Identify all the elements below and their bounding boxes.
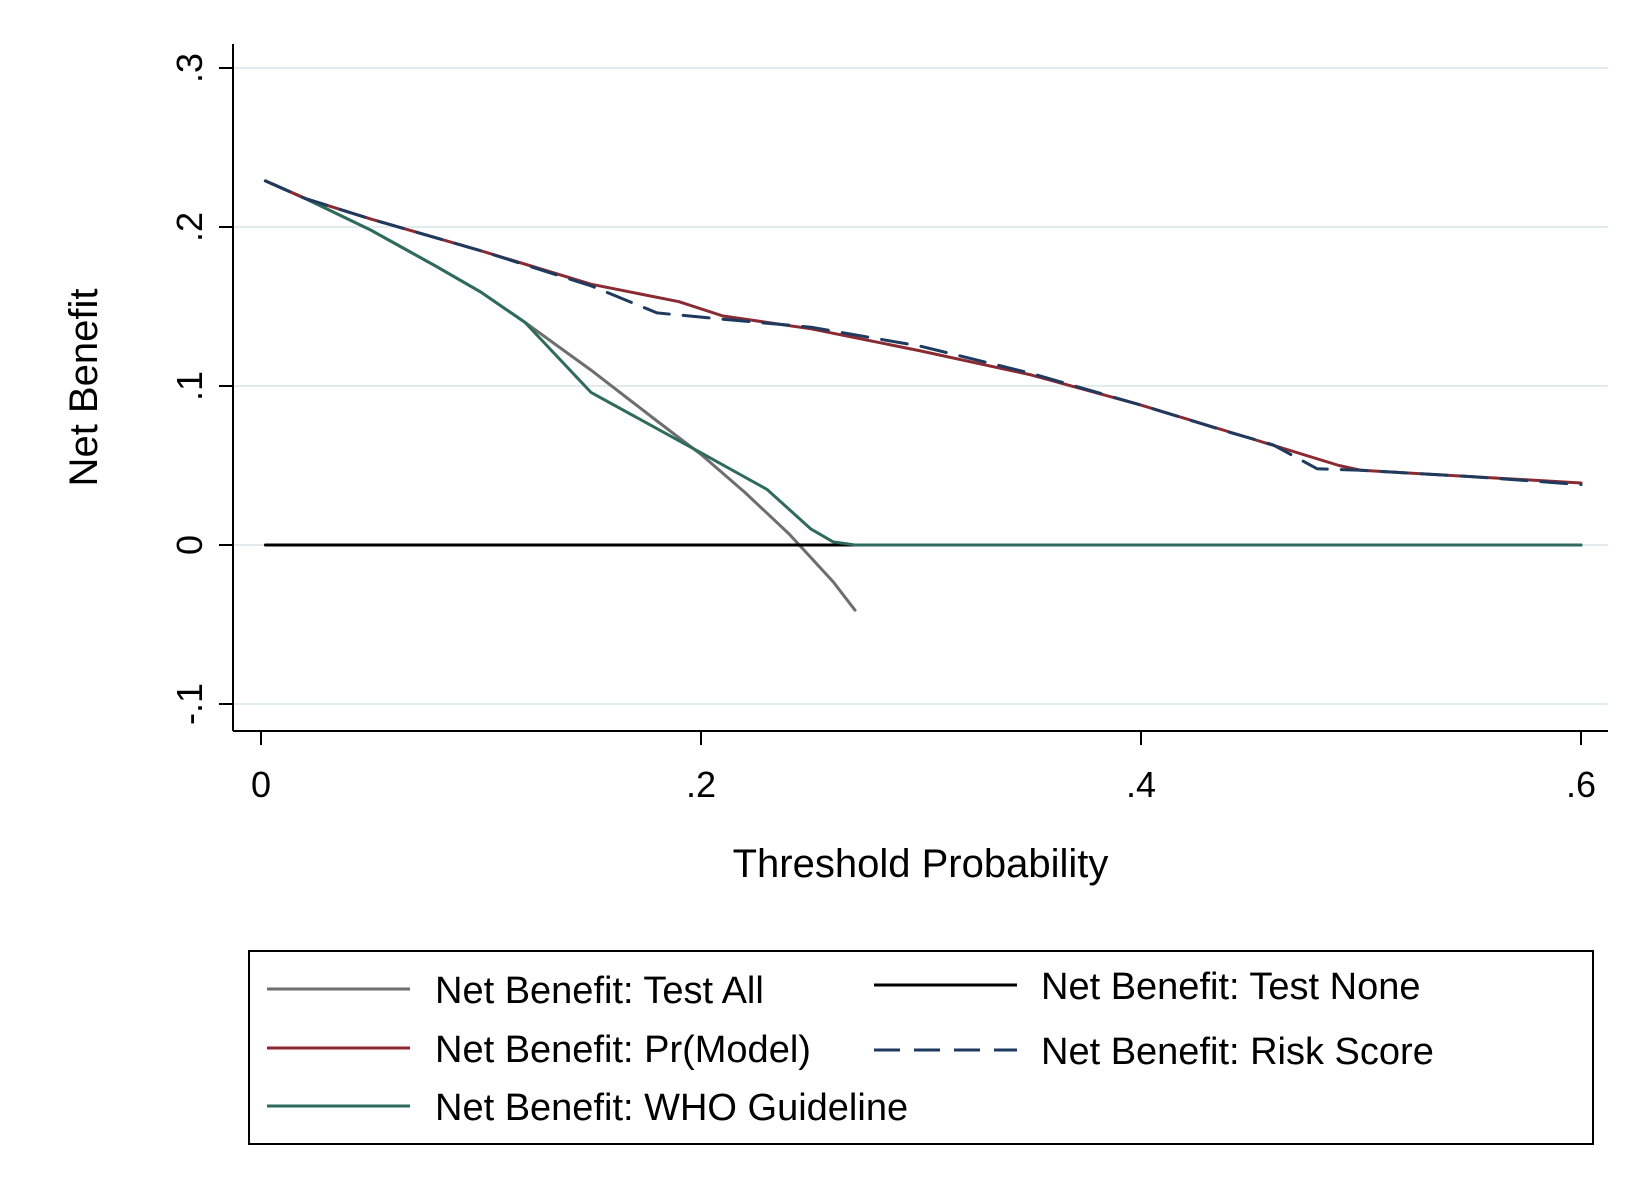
legend-label: Net Benefit: Pr(Model) <box>435 1029 811 1071</box>
legend: Net Benefit: Test All Net Benefit: Test N… <box>248 950 1594 1145</box>
series-line-net-benefit-who-guideline <box>263 179 1583 547</box>
x-tick-label: .4 <box>1126 764 1156 805</box>
x-tick-label: 0 <box>251 764 271 805</box>
x-axis-title: Threshold Probability <box>733 842 1109 886</box>
grid-lines <box>233 67 1608 705</box>
legend-label: Net Benefit: Risk Score <box>1041 1031 1434 1073</box>
legend-label: Net Benefit: WHO Guideline <box>435 1087 908 1129</box>
legend-label: Net Benefit: Test All <box>435 970 764 1012</box>
y-tick-label: -.1 <box>169 683 210 725</box>
y-axis-title: Net Benefit <box>62 289 106 487</box>
y-tick-label: 0 <box>169 535 210 555</box>
legend-box <box>248 950 1594 1145</box>
series-line-net-benefit-risk-score <box>263 179 1583 487</box>
legend-label: Net Benefit: Test None <box>1041 966 1421 1008</box>
x-tick-label: .2 <box>686 764 716 805</box>
x-tick-label: .6 <box>1566 764 1596 805</box>
data-series <box>263 179 1583 612</box>
y-tick-label: .2 <box>169 212 210 242</box>
y-tick-label: .1 <box>169 371 210 401</box>
y-tick-label: .3 <box>169 53 210 83</box>
axes: -.1 0 .1 .2 .3 0 .2 .4 .6 <box>169 44 1608 805</box>
